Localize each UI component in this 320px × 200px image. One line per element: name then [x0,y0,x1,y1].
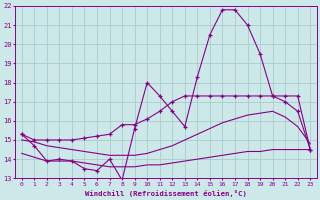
X-axis label: Windchill (Refroidissement éolien,°C): Windchill (Refroidissement éolien,°C) [85,190,247,197]
